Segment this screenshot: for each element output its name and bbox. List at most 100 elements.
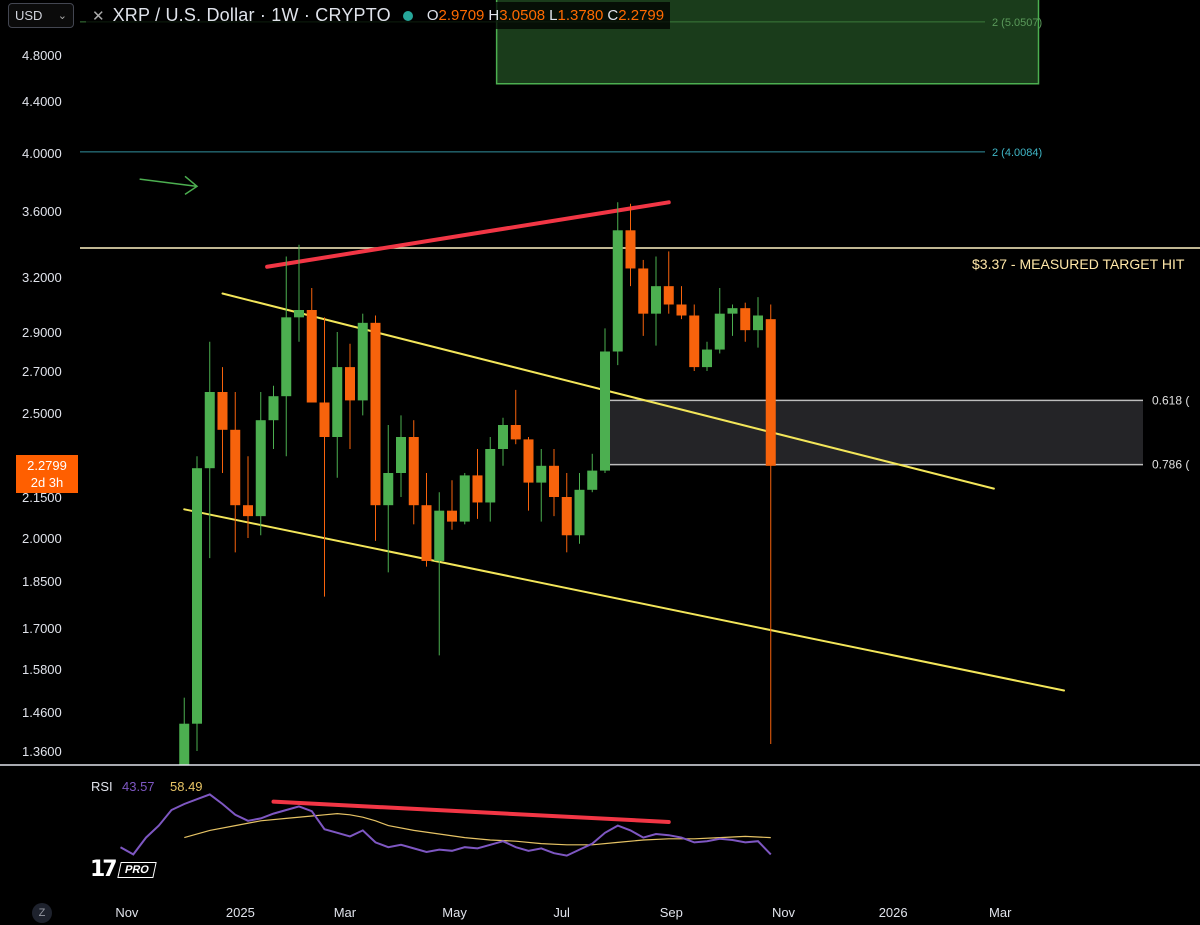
candle bbox=[243, 456, 253, 538]
measured-target-label: $3.37 - MEASURED TARGET HIT bbox=[972, 256, 1185, 272]
currency-label: USD bbox=[15, 8, 43, 23]
candle-body bbox=[561, 497, 572, 536]
y-tick-label: 1.5800 bbox=[22, 662, 62, 677]
collapse-icon[interactable]: ✕ bbox=[92, 7, 105, 25]
candle bbox=[217, 367, 228, 473]
candle-body bbox=[765, 319, 776, 466]
symbol-header[interactable]: ✕ XRP / U.S. Dollar · 1W · CRYPTO O2.970… bbox=[86, 2, 671, 29]
candle bbox=[510, 389, 521, 445]
resistance-trendline bbox=[265, 200, 671, 269]
y-tick-label: 1.3600 bbox=[22, 744, 62, 759]
candle bbox=[765, 304, 776, 744]
candle-body bbox=[447, 510, 457, 522]
y-tick-label: 1.7000 bbox=[22, 621, 62, 636]
candle bbox=[651, 256, 661, 346]
candle bbox=[625, 203, 636, 287]
candle bbox=[281, 256, 292, 457]
candle bbox=[536, 449, 547, 522]
candle-body bbox=[255, 420, 266, 517]
candle bbox=[434, 492, 445, 656]
candle-body bbox=[714, 313, 725, 350]
candle bbox=[561, 473, 572, 553]
candle bbox=[421, 473, 432, 567]
y-tick-label: 2.5000 bbox=[22, 406, 62, 421]
candle-body bbox=[536, 465, 547, 483]
candle-body bbox=[370, 322, 381, 506]
currency-select[interactable]: USD ⌄ bbox=[8, 3, 74, 28]
rsi-ma-line bbox=[184, 812, 771, 846]
candle-body bbox=[268, 396, 279, 421]
y-tick-label: 2.1500 bbox=[22, 490, 62, 505]
candle-body bbox=[612, 230, 623, 352]
y-tick-label: 2.7000 bbox=[22, 364, 62, 379]
candle-body bbox=[204, 392, 215, 469]
candle-body bbox=[498, 425, 508, 449]
y-tick-label: 2.0000 bbox=[22, 531, 62, 546]
candle bbox=[396, 415, 406, 497]
candle-body bbox=[753, 315, 763, 331]
candle bbox=[587, 453, 598, 493]
candle bbox=[574, 473, 585, 544]
candle-body bbox=[294, 310, 304, 318]
candle bbox=[345, 343, 355, 449]
candle-body bbox=[319, 402, 330, 437]
candle-body bbox=[421, 505, 432, 561]
x-tick-label: May bbox=[442, 905, 467, 920]
y-tick-label: 1.4600 bbox=[22, 705, 62, 720]
candle bbox=[255, 392, 266, 536]
x-tick-label: Sep bbox=[660, 905, 683, 920]
rsi-divergence-line bbox=[271, 799, 671, 824]
candle bbox=[740, 302, 751, 342]
candle-body bbox=[740, 308, 751, 331]
candle bbox=[689, 304, 700, 371]
candle-body bbox=[727, 308, 738, 314]
open-label: O bbox=[426, 7, 439, 24]
candle bbox=[319, 317, 330, 597]
candle bbox=[472, 449, 483, 519]
y-tick-label: 1.8500 bbox=[22, 574, 62, 589]
candle-body bbox=[459, 475, 470, 522]
candle bbox=[702, 341, 712, 371]
low-label: L bbox=[549, 7, 558, 24]
candle bbox=[523, 437, 534, 511]
fib-0618-label: 0.618 ( bbox=[1152, 393, 1189, 407]
candle-body bbox=[574, 489, 585, 536]
candle-body bbox=[230, 429, 241, 506]
candle-body bbox=[638, 268, 649, 314]
x-tick-label: Nov bbox=[115, 905, 139, 920]
rsi-label: RSI bbox=[91, 779, 113, 794]
candle-body bbox=[192, 468, 202, 724]
timezone-button[interactable]: Z bbox=[32, 903, 52, 923]
x-tick-label: 2025 bbox=[226, 905, 255, 920]
symbol-title: XRP / U.S. Dollar · 1W · CRYPTO bbox=[112, 5, 391, 25]
low-value: 1.3780 bbox=[557, 7, 604, 24]
candle-body bbox=[587, 470, 598, 490]
x-tick-label: Mar bbox=[989, 905, 1012, 920]
chevron-down-icon: ⌄ bbox=[57, 10, 67, 22]
rsi-value: 43.57 bbox=[122, 779, 155, 794]
retrace-zone bbox=[605, 400, 1143, 465]
fib-upper-label: 2 (5.0507) bbox=[992, 17, 1042, 29]
candle-body bbox=[689, 315, 700, 368]
y-tick-label: 4.8000 bbox=[22, 48, 62, 63]
candle-body bbox=[396, 437, 406, 473]
rsi-pane bbox=[120, 793, 772, 857]
candle-body bbox=[702, 349, 712, 368]
candle bbox=[370, 315, 381, 541]
candle-body bbox=[281, 317, 292, 397]
open-value: 2.9709 bbox=[438, 7, 485, 24]
candle-body bbox=[243, 505, 253, 517]
rsi-line bbox=[120, 793, 772, 857]
candle-body bbox=[472, 475, 483, 503]
candle-body bbox=[217, 392, 228, 430]
candle-body bbox=[651, 286, 661, 314]
rsi-ma-value: 58.49 bbox=[170, 779, 203, 794]
tradingview-logo: 17 PRO bbox=[90, 857, 157, 882]
candle-body bbox=[485, 449, 496, 503]
high-label: H bbox=[488, 7, 500, 24]
candle-body bbox=[332, 367, 343, 437]
y-tick-label: 4.4000 bbox=[22, 94, 62, 109]
candle bbox=[485, 437, 496, 522]
candle-body bbox=[549, 465, 559, 497]
